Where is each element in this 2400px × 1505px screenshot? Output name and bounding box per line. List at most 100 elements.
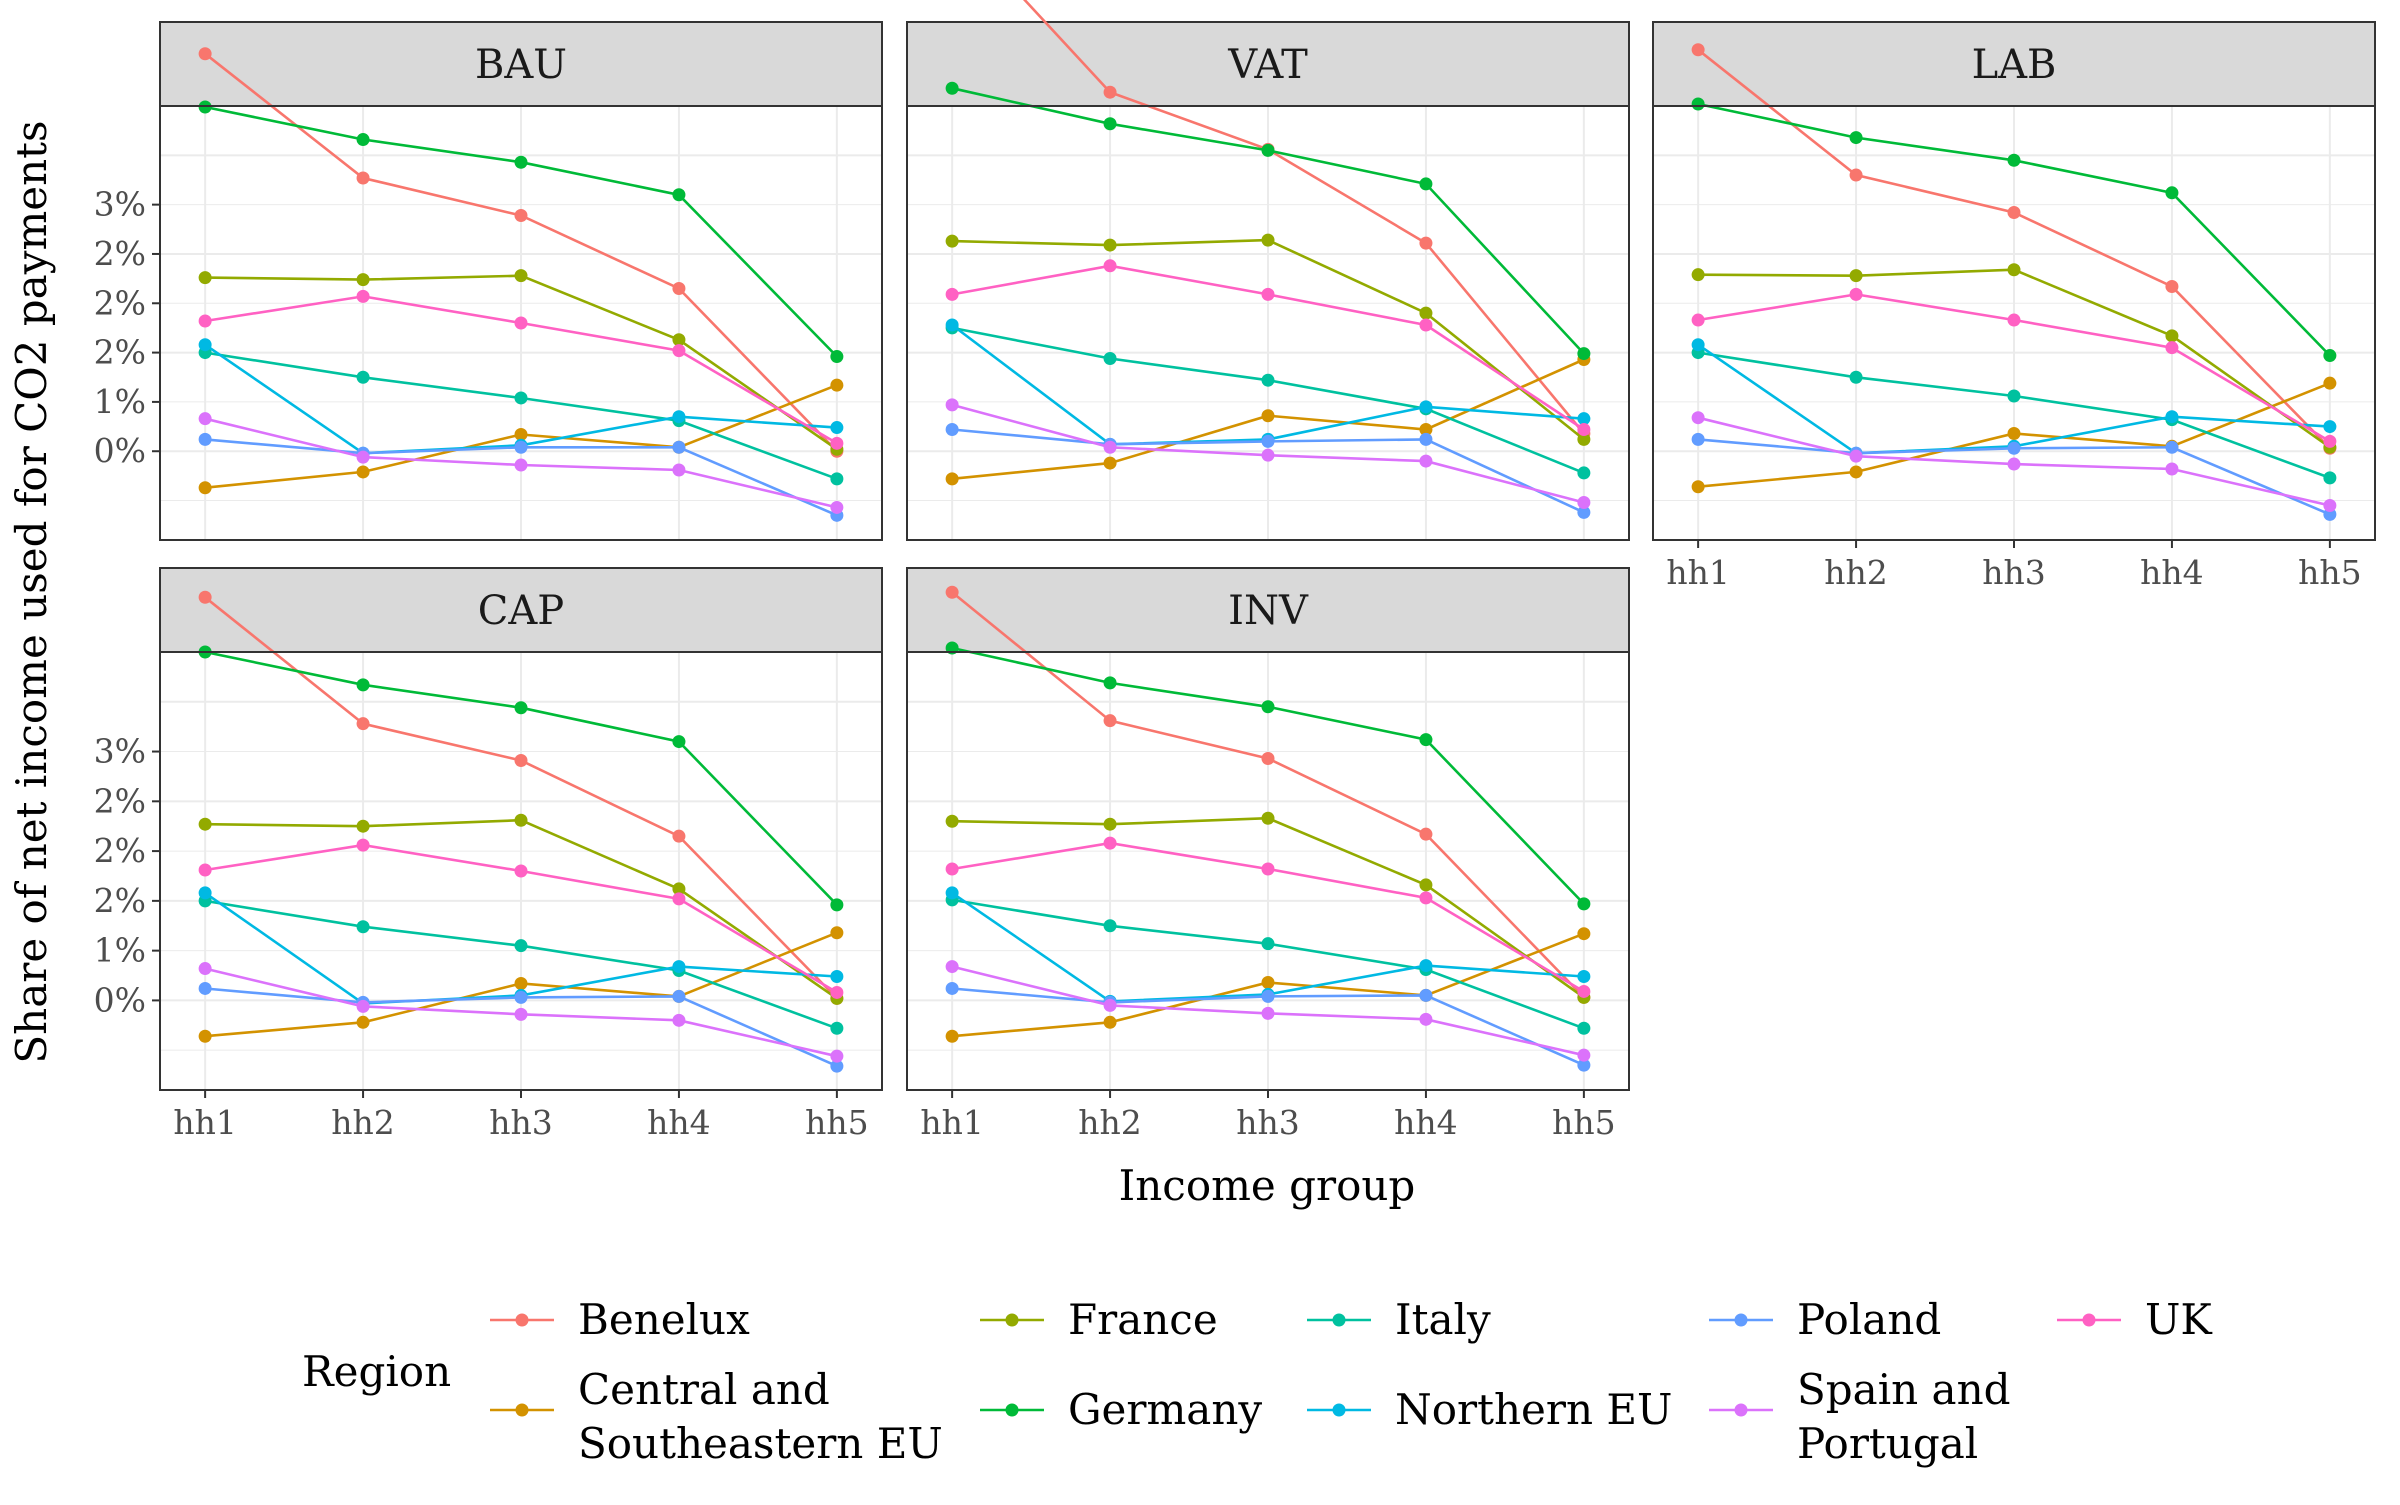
- data-point: [2007, 263, 2021, 277]
- data-point: [1691, 313, 1705, 327]
- data-point: [1577, 412, 1591, 426]
- data-point: [1849, 465, 1863, 479]
- facet-title: VAT: [1227, 42, 1308, 88]
- x-tick-label: hh1: [920, 1103, 984, 1142]
- data-point: [1577, 1058, 1591, 1072]
- data-point: [2165, 440, 2179, 454]
- data-point: [830, 1049, 844, 1063]
- data-point: [2007, 313, 2021, 327]
- data-point: [1577, 496, 1591, 510]
- data-point: [830, 1021, 844, 1035]
- y-tick-label: 2%: [94, 881, 146, 920]
- data-point: [945, 81, 959, 95]
- y-tick-label: 2%: [94, 781, 146, 820]
- y-tick-label: 1%: [94, 931, 146, 970]
- data-point: [672, 1013, 686, 1027]
- data-point: [1419, 400, 1433, 414]
- data-point: [672, 892, 686, 906]
- data-point: [1261, 811, 1275, 825]
- data-point: [1691, 268, 1705, 282]
- data-point: [672, 735, 686, 749]
- data-point: [1577, 423, 1591, 437]
- data-point: [672, 188, 686, 202]
- legend-key-point: [515, 1313, 529, 1327]
- data-point: [198, 432, 212, 446]
- data-point: [198, 981, 212, 995]
- data-point: [1103, 919, 1117, 933]
- y-tick-label: 3%: [94, 185, 146, 224]
- data-point: [1577, 897, 1591, 911]
- data-point: [198, 481, 212, 495]
- data-point: [672, 410, 686, 424]
- data-point: [1577, 432, 1591, 446]
- data-point: [945, 814, 959, 828]
- x-tick-label: hh5: [1552, 1103, 1616, 1142]
- data-point: [1577, 970, 1591, 984]
- data-point: [198, 817, 212, 831]
- data-point: [830, 898, 844, 912]
- data-point: [672, 960, 686, 974]
- x-tick-label: hh4: [1394, 1103, 1458, 1142]
- data-point: [1261, 862, 1275, 876]
- data-point: [198, 47, 212, 61]
- legend-label: Portugal: [1797, 1419, 1978, 1468]
- data-point: [672, 463, 686, 477]
- data-point: [1261, 975, 1275, 989]
- data-point: [1103, 817, 1117, 831]
- data-point: [514, 864, 528, 878]
- x-tick-label: hh3: [1236, 1103, 1300, 1142]
- data-point: [830, 926, 844, 940]
- data-point: [2007, 441, 2021, 455]
- data-point: [1419, 432, 1433, 446]
- data-point: [514, 701, 528, 715]
- x-tick-label: hh2: [331, 1103, 395, 1142]
- data-point: [2165, 186, 2179, 200]
- data-point: [1419, 988, 1433, 1002]
- data-point: [1261, 937, 1275, 951]
- data-point: [945, 398, 959, 412]
- data-point: [672, 989, 686, 1003]
- data-point: [830, 1059, 844, 1073]
- data-point: [1849, 449, 1863, 463]
- data-point: [1577, 505, 1591, 519]
- legend-label: UK: [2145, 1295, 2213, 1344]
- x-tick-label: hh1: [173, 1103, 237, 1142]
- data-point: [1419, 827, 1433, 841]
- facet-title: BAU: [475, 42, 567, 88]
- data-point: [198, 863, 212, 877]
- data-point: [1103, 259, 1117, 273]
- data-point: [1261, 143, 1275, 157]
- data-point: [1419, 423, 1433, 437]
- data-point: [2323, 349, 2337, 363]
- data-point: [1261, 409, 1275, 423]
- data-point: [514, 440, 528, 454]
- data-point: [830, 378, 844, 392]
- data-point: [1849, 269, 1863, 283]
- data-point: [514, 976, 528, 990]
- data-point: [672, 440, 686, 454]
- data-point: [1103, 714, 1117, 728]
- data-point: [1261, 700, 1275, 714]
- data-point: [2007, 389, 2021, 403]
- data-point: [1261, 373, 1275, 387]
- facet-strip: [906, 21, 1630, 107]
- data-point: [945, 981, 959, 995]
- data-point: [945, 423, 959, 437]
- legend-label: Italy: [1395, 1295, 1491, 1344]
- data-point: [2323, 498, 2337, 512]
- data-point: [1103, 352, 1117, 366]
- data-point: [1849, 168, 1863, 182]
- legend: Region Benelux Central and Southeastern EU F…: [302, 1295, 2213, 1468]
- y-tick-label: 2%: [94, 333, 146, 372]
- data-point: [1261, 448, 1275, 462]
- y-tick-label: 3%: [94, 732, 146, 771]
- data-point: [830, 421, 844, 435]
- legend-title: Region: [302, 1347, 451, 1396]
- data-point: [1419, 236, 1433, 250]
- data-point: [356, 920, 370, 934]
- data-point: [2323, 420, 2337, 434]
- data-point: [356, 1015, 370, 1029]
- data-point: [2007, 457, 2021, 471]
- data-point: [830, 970, 844, 984]
- data-point: [514, 754, 528, 768]
